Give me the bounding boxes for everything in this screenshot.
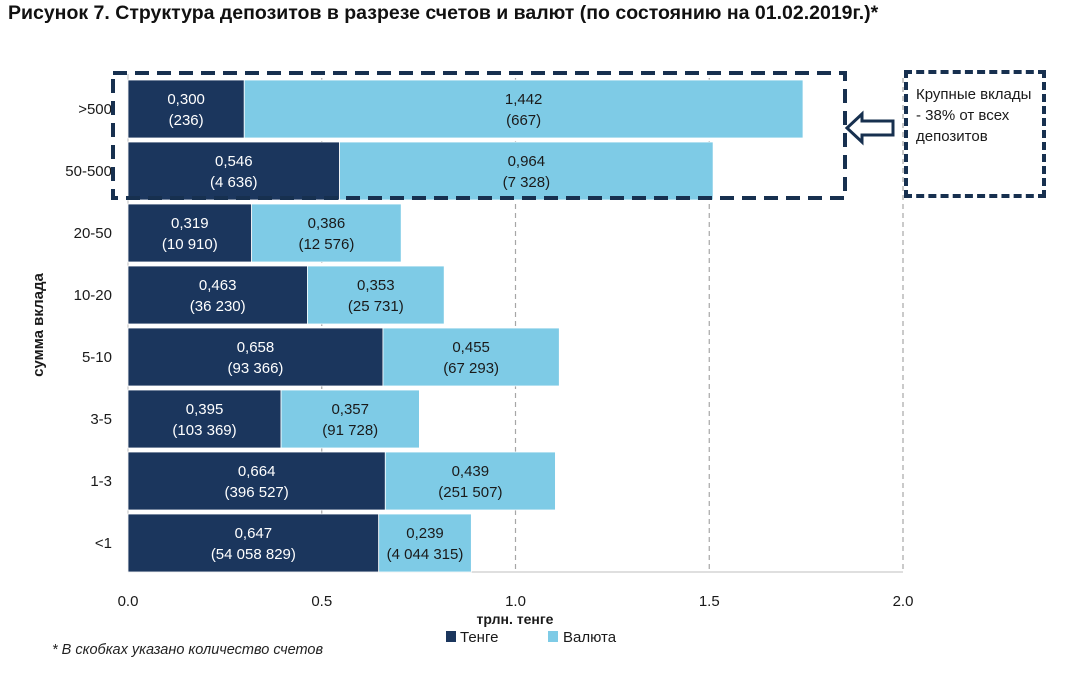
accounts-label-valuta: (25 731)	[348, 298, 404, 315]
data-label-tenge: 0,546	[215, 153, 253, 170]
large-deposits-annotation: Крупные вклады - 38% от всех депозитов	[904, 70, 1046, 198]
chart-title: Рисунок 7. Структура депозитов в разрезе…	[8, 2, 879, 24]
data-label-tenge: 0,395	[186, 401, 224, 418]
accounts-label-valuta: (7 328)	[503, 174, 551, 191]
legend-swatch-tenge	[446, 631, 456, 642]
y-tick-label: 50-500	[65, 163, 112, 180]
accounts-label-valuta: (251 507)	[438, 484, 502, 501]
bar-valuta	[307, 265, 445, 325]
data-label-valuta: 0,239	[406, 525, 444, 542]
data-label-tenge: 0,300	[167, 91, 205, 108]
accounts-label-tenge: (93 366)	[228, 360, 284, 377]
accounts-label-valuta: (12 576)	[298, 236, 354, 253]
x-tick-label: 0.5	[311, 593, 332, 610]
x-axis-title: трлн. тенге	[477, 611, 554, 627]
bar-valuta	[243, 79, 804, 139]
data-label-tenge: 0,463	[199, 277, 237, 294]
accounts-label-valuta: (667)	[506, 112, 541, 129]
bar-valuta	[339, 141, 714, 201]
y-tick-label: 1-3	[90, 473, 112, 490]
bar-valuta	[251, 203, 402, 263]
data-label-tenge: 0,658	[237, 339, 275, 356]
bar-tenge	[127, 451, 386, 511]
accounts-label-tenge: (103 369)	[172, 422, 236, 439]
data-label-valuta: 0,357	[331, 401, 369, 418]
bar-valuta	[280, 389, 420, 449]
bar-tenge	[127, 513, 380, 573]
y-tick-label: 5-10	[82, 349, 112, 366]
x-tick-label: 1.5	[699, 593, 720, 610]
accounts-label-tenge: (36 230)	[190, 298, 246, 315]
accounts-label-tenge: (396 527)	[225, 484, 289, 501]
accounts-label-tenge: (10 910)	[162, 236, 218, 253]
accounts-label-valuta: (4 044 315)	[387, 546, 464, 563]
arrow-left-icon	[844, 110, 895, 146]
accounts-label-tenge: (4 636)	[210, 174, 258, 191]
data-label-valuta: 0,455	[452, 339, 490, 356]
accounts-label-valuta: (67 293)	[443, 360, 499, 377]
x-tick-label: 2.0	[893, 593, 914, 610]
bar-tenge	[127, 203, 253, 263]
y-tick-label: 20-50	[74, 225, 112, 242]
y-axis-title: сумма вклада	[30, 273, 47, 377]
data-label-tenge: 0,664	[238, 463, 276, 480]
legend-label-tenge: Тенге	[460, 629, 498, 646]
accounts-label-tenge: (54 058 829)	[211, 546, 296, 563]
bar-tenge	[127, 79, 245, 139]
bar-tenge	[127, 265, 308, 325]
data-label-valuta: 0,353	[357, 277, 395, 294]
y-tick-label: 3-5	[90, 411, 112, 428]
large-deposits-frame	[111, 71, 847, 200]
accounts-label-valuta: (91 728)	[322, 422, 378, 439]
bar-valuta	[378, 513, 472, 573]
x-tick-label: 1.0	[505, 593, 526, 610]
x-tick-label: 0.0	[118, 593, 139, 610]
legend-swatch-valuta	[548, 631, 558, 642]
data-label-valuta: 0,386	[308, 215, 346, 232]
bar-tenge	[127, 141, 340, 201]
y-tick-label: 10-20	[74, 287, 112, 304]
bar-valuta	[382, 327, 560, 387]
data-label-valuta: 0,964	[508, 153, 546, 170]
y-tick-label: >500	[78, 101, 112, 118]
data-label-tenge: 0,647	[235, 525, 273, 542]
legend-label-valuta: Валюта	[563, 629, 617, 646]
bar-tenge	[127, 389, 282, 449]
data-label-valuta: 1,442	[505, 91, 543, 108]
bar-tenge	[127, 327, 384, 387]
data-label-tenge: 0,319	[171, 215, 209, 232]
footnote: * В скобках указано количество счетов	[52, 642, 324, 658]
bar-valuta	[384, 451, 556, 511]
data-label-valuta: 0,439	[452, 463, 490, 480]
y-tick-label: <1	[95, 535, 112, 552]
accounts-label-tenge: (236)	[169, 112, 204, 129]
